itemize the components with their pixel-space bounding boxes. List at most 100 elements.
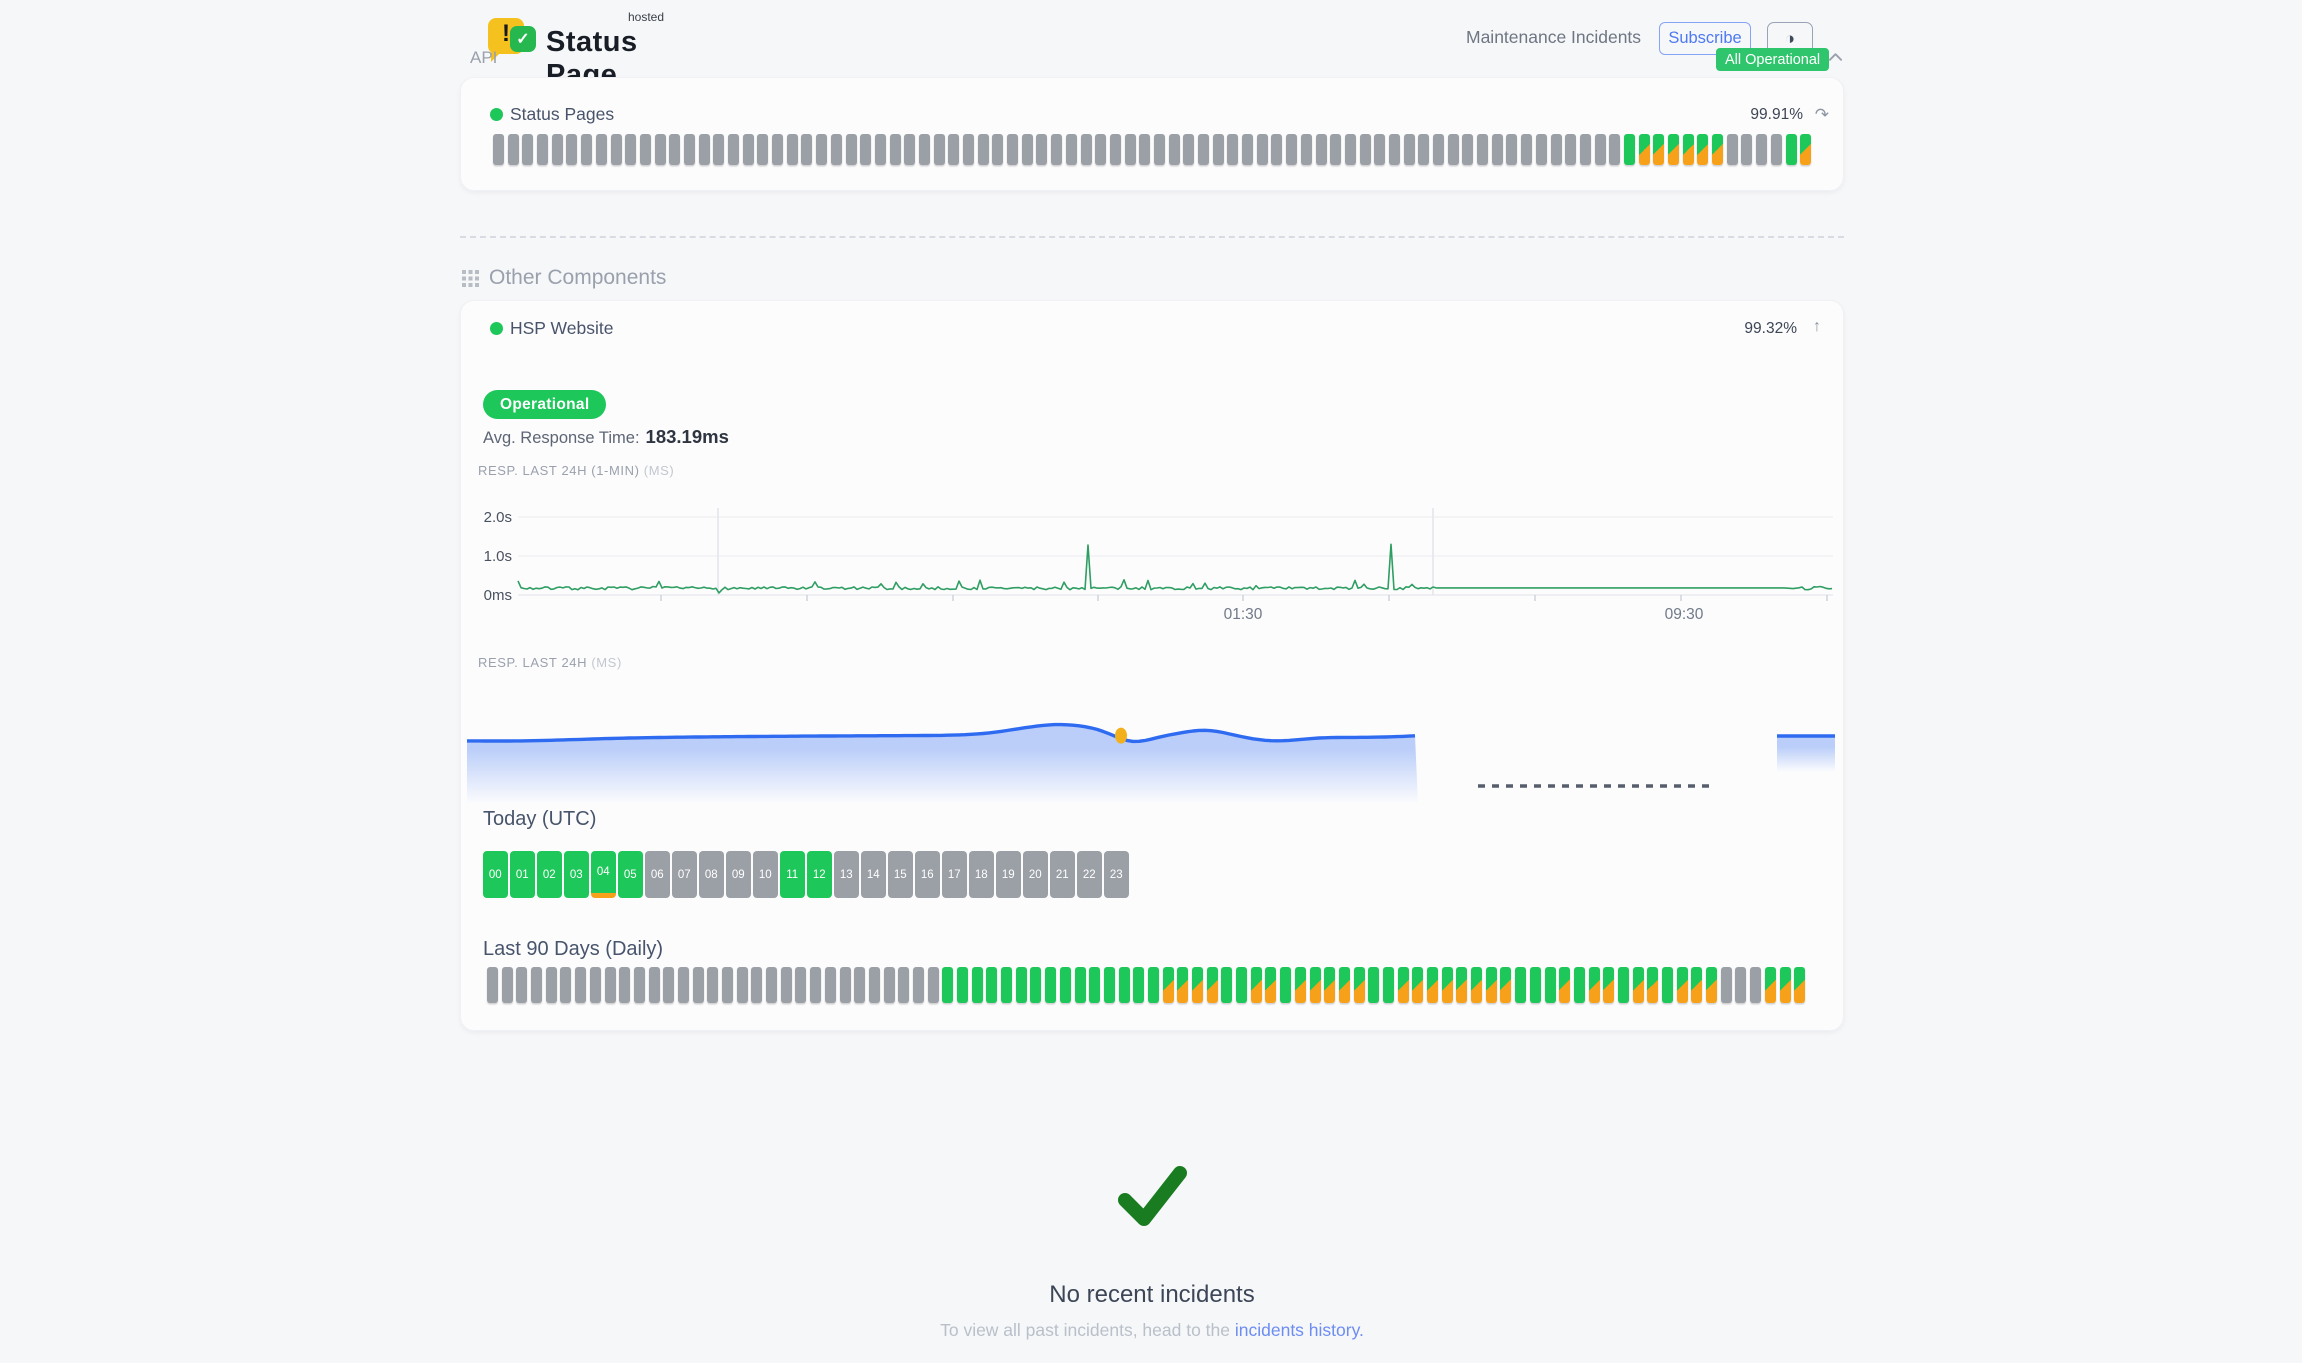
nav-incidents-link[interactable]: Incidents (1571, 27, 1642, 47)
uptime-bar-gray (1726, 134, 1738, 165)
uptime-bar-green-orange-split (1397, 967, 1409, 1003)
uptime-bar-gray (824, 967, 836, 1003)
hour-label: 00 (488, 868, 502, 881)
uptime-bar-gray (1300, 134, 1312, 165)
uptime-bar-gray (522, 134, 534, 165)
uptime-bar-green-orange-split (1632, 967, 1644, 1003)
hour-label: 09 (731, 868, 745, 881)
resp-24h-1min-label: RESP. LAST 24H (1-MIN) (MS) (478, 463, 675, 478)
hour-label: 01 (515, 868, 529, 881)
uptime-bar-green (1662, 967, 1673, 1003)
uptime-bar-green-orange-split (1500, 967, 1512, 1003)
uptime-bar-gray (830, 134, 842, 165)
uptime-bar-gray (1447, 134, 1459, 165)
hour-label: 10 (758, 868, 772, 881)
uptime-bar-green (957, 967, 968, 1003)
subscribe-button[interactable]: Subscribe (1659, 22, 1751, 55)
uptime-bar-green (1147, 967, 1159, 1003)
uptime-bar-gray (566, 134, 578, 165)
uptime-bar-gray (1168, 134, 1180, 165)
uptime-bar-green-orange-split (1353, 967, 1365, 1003)
api-section-title: API (470, 48, 498, 67)
hour-block-05: 05 (618, 851, 643, 898)
uptime-bar-gray (1491, 134, 1503, 165)
chevron-up-icon[interactable] (1828, 52, 1843, 62)
section-divider (460, 236, 1844, 238)
uptime-bar-gray (1735, 967, 1747, 1003)
avg-response-time: Avg. Response Time: 183.19ms (483, 426, 729, 448)
other-components-header: Other Components (462, 266, 666, 290)
uptime-bar-gray (1095, 134, 1107, 165)
uptime-bar-green-orange-split (1638, 134, 1650, 165)
hour-block-00: 00 (483, 851, 508, 898)
hsp-website-card: HSP Website 99.32% ↑ (460, 300, 1844, 1031)
uptime-bar-green (1785, 134, 1797, 165)
uptime-bar-gray (589, 967, 601, 1003)
uptime-bar-green (1544, 967, 1556, 1003)
operational-status-badge: Operational (483, 390, 607, 419)
uptime-bar-gray (487, 967, 498, 1003)
hour-block-13: 13 (834, 851, 859, 898)
uptime-bar-gray (1359, 134, 1371, 165)
uptime-bar-gray (801, 134, 813, 165)
uptime-bar-gray (1080, 134, 1092, 165)
uptime-bar-gray (713, 134, 725, 165)
uptime-bar-gray (874, 134, 886, 165)
hour-block-19: 19 (996, 851, 1021, 898)
big-check-icon (1118, 1166, 1187, 1226)
uptime-bar-gray (1051, 134, 1063, 165)
hour-label: 23 (1109, 868, 1123, 881)
uptime-bar-green (1030, 967, 1042, 1003)
uptime-bar-gray (1433, 134, 1444, 165)
uptime-bar-green-orange-split (1682, 134, 1694, 165)
uptime-bar-green (1573, 967, 1585, 1003)
uptime-bar-gray (992, 134, 1004, 165)
hour-label: 02 (542, 868, 556, 881)
hour-block-12: 12 (807, 851, 832, 898)
uptime-bar-gray (1183, 134, 1195, 165)
uptime-bar-gray (575, 967, 587, 1003)
arrow-up-icon[interactable]: ↑ (1813, 318, 1821, 335)
uptime-bar-gray (1271, 134, 1283, 165)
hour-block-14: 14 (861, 851, 886, 898)
hour-label: 21 (1055, 868, 1069, 881)
response-time-area-chart (467, 722, 1835, 804)
other-components-title: Other Components (489, 266, 667, 289)
status-dot-green (490, 108, 503, 121)
uptime-bar-gray (751, 967, 763, 1003)
incidents-history-link[interactable]: incidents history. (1234, 1320, 1364, 1340)
nav-maintenance-link[interactable]: Maintenance (1466, 27, 1567, 47)
hour-label: 17 (947, 868, 961, 881)
uptime-bar-green-orange-split (1676, 967, 1688, 1003)
hour-label: 12 (812, 868, 826, 881)
resp-24h-label: RESP. LAST 24H (MS) (478, 655, 622, 670)
uptime-percentage: 99.32% (1744, 320, 1797, 337)
uptime-bar-green-orange-split (1559, 967, 1571, 1003)
uptime-bar-gray (889, 134, 901, 165)
hour-label: 08 (704, 868, 718, 881)
uptime-bar-green-orange-split (1691, 967, 1703, 1003)
uptime-bar-green-orange-split (1250, 967, 1262, 1003)
hour-label: 22 (1082, 868, 1096, 881)
hour-block-06: 06 (645, 851, 670, 898)
uptime-bar-gray (1770, 134, 1782, 165)
hour-block-08: 08 (699, 851, 724, 898)
uptime-bar-gray (1477, 134, 1489, 165)
uptime-bar-gray (707, 967, 719, 1003)
uptime-bar-gray (1007, 134, 1019, 165)
uptime-bar-gray (977, 134, 989, 165)
svg-text:09:30: 09:30 (1665, 606, 1704, 623)
uptime-bar-gray (728, 134, 739, 165)
uptime-bar-gray (551, 134, 563, 165)
uptime-bar-green (1118, 967, 1130, 1003)
curved-arrow-icon[interactable]: ↷ (1814, 105, 1829, 124)
uptime-bar-gray (516, 967, 528, 1003)
uptime-bar-green-orange-split (1412, 967, 1424, 1003)
hour-label: 15 (893, 868, 907, 881)
uptime-bar-green (1617, 967, 1629, 1003)
uptime-bar-green (1221, 967, 1233, 1003)
uptime-bar-gray (816, 134, 828, 165)
uptime-bar-green (1045, 967, 1057, 1003)
hour-label: 05 (623, 868, 637, 881)
hour-block-04: 04 (591, 851, 616, 898)
